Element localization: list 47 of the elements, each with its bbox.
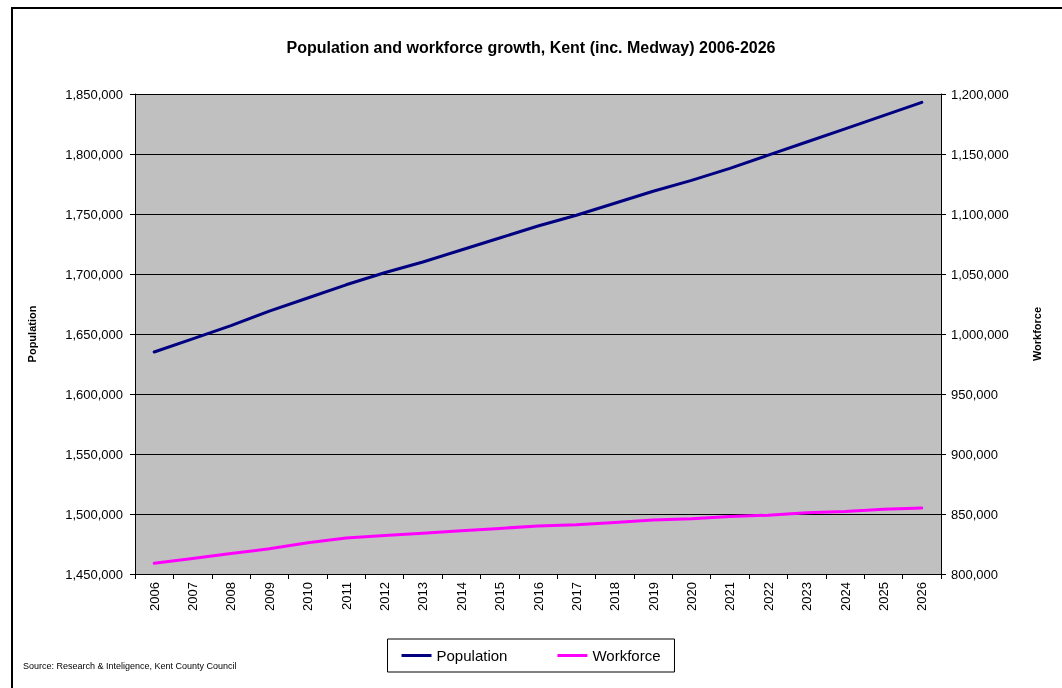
x-tick-label: 2018	[607, 582, 623, 611]
x-tick-label: 2006	[146, 582, 162, 611]
x-tick-label: 2015	[492, 582, 508, 611]
y-tick-label: 1,550,000	[65, 446, 123, 462]
x-tick-label: 2014	[453, 582, 469, 611]
x-tick-label: 2012	[376, 582, 392, 611]
y-axis-title: Population	[25, 305, 38, 363]
x-tick-label: 2016	[530, 582, 546, 611]
y-tick-label: 1,500,000	[65, 506, 123, 522]
y2-axis-title: Workforce	[1030, 306, 1043, 362]
x-tick-label: 2023	[799, 582, 815, 611]
y2-tick-label: 900,000	[951, 446, 998, 462]
x-tick-label: 2011	[338, 582, 354, 610]
x-tick-label: 2013	[415, 582, 431, 611]
x-tick-label: 2021	[722, 582, 738, 611]
y2-tick-label: 1,200,000	[951, 86, 1009, 102]
x-tick-label: 2017	[568, 582, 584, 611]
line-series	[152, 506, 924, 565]
x-tick-label: 2024	[837, 582, 853, 611]
y2-tick-label: 1,050,000	[951, 266, 1009, 282]
x-tick-label: 2020	[684, 582, 700, 611]
y2-tick-label: 1,100,000	[951, 206, 1009, 222]
y-tick-label: 1,450,000	[65, 566, 123, 582]
x-tick-label: 2022	[760, 582, 776, 611]
legend-label: Workforce	[592, 647, 661, 664]
y-tick-label: 1,850,000	[65, 86, 123, 102]
y-tick-label: 1,800,000	[65, 146, 123, 162]
source-note: Source: Research & Inteligence, Kent County Council	[23, 660, 237, 671]
x-tick-label: 2026	[914, 582, 930, 611]
x-tick-label: 2019	[645, 582, 661, 611]
y-tick-label: 1,600,000	[65, 386, 123, 402]
x-tick-label: 2010	[300, 582, 316, 611]
y-tick-label: 1,750,000	[65, 206, 123, 222]
y2-tick-label: 950,000	[951, 386, 998, 402]
x-tick-label: 2008	[223, 582, 239, 611]
y2-tick-label: 1,000,000	[951, 326, 1009, 342]
x-tick-label: 2009	[261, 582, 277, 611]
y-tick-label: 1,700,000	[65, 266, 123, 282]
x-tick-label: 2007	[185, 582, 201, 611]
y-tick-label: 1,650,000	[65, 326, 123, 342]
y2-tick-label: 800,000	[951, 566, 998, 582]
y2-tick-label: 1,150,000	[951, 146, 1009, 162]
x-tick-label: 2025	[875, 582, 891, 611]
y2-tick-label: 850,000	[951, 506, 998, 522]
line-series	[152, 100, 924, 354]
legend-label: Population	[436, 647, 508, 664]
chart-title: Population and workforce growth, Kent (inc. Medway) 2006-2026	[286, 38, 776, 56]
